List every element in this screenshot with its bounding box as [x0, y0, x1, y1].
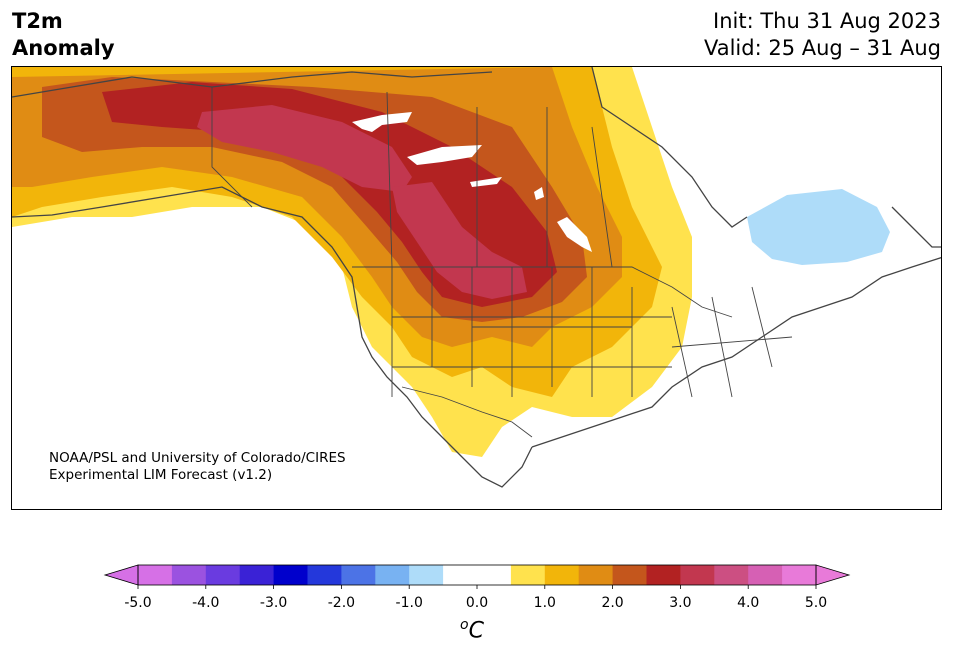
unit-label: oC — [460, 617, 484, 644]
colorbar-tick-label: 3.0 — [669, 595, 691, 611]
colorbar-bin — [273, 565, 308, 585]
title-line-1: T2m — [12, 9, 63, 33]
colorbar-tick-label: 5.0 — [805, 595, 827, 611]
colorbar-bin — [307, 565, 342, 585]
hudson-bay — [591, 67, 748, 228]
init-date: Init: Thu 31 Aug 2023 — [713, 9, 941, 33]
colorbar-bin — [443, 565, 478, 585]
colorbar-tick-label: 4.0 — [737, 595, 759, 611]
alaska-border — [211, 87, 253, 208]
lake-athabasca — [470, 177, 502, 187]
colorbar-bin — [782, 565, 817, 585]
colorbar-ticks: -5.0 -4.0 -3.0 -2.0 -1.0 0.0 1.0 2.0 3.0 4.0 5.0 — [124, 585, 827, 611]
colorbar-bin — [375, 565, 410, 585]
eastern-states — [671, 286, 793, 398]
valid-range: Valid: 25 Aug – 31 Aug — [703, 36, 941, 60]
colorbar-under-arrow — [103, 564, 139, 586]
map-title: T2m Anomaly — [12, 8, 115, 62]
colorbar-tick-label: -4.0 — [192, 595, 219, 611]
colorbar: -5.0 -4.0 -3.0 -2.0 -1.0 0.0 1.0 2.0 3.0 4.0 5.0 — [103, 564, 851, 611]
map-canvas — [12, 67, 941, 488]
colorbar-bin — [510, 565, 546, 585]
colorbar-bin — [138, 565, 173, 585]
data-credit: NOAA/PSL and University of Colorado/CIRE… — [49, 450, 346, 484]
title-line-2: Anomaly — [12, 36, 115, 60]
credit-line-2: Experimental LIM Forecast (v1.2) — [49, 467, 273, 483]
colorbar-tick-label: -3.0 — [260, 595, 287, 611]
west-coast — [12, 186, 533, 488]
coastlines — [12, 67, 941, 488]
arctic-coast — [12, 71, 493, 98]
credit-line-1: NOAA/PSL and University of Colorado/CIRE… — [49, 450, 346, 466]
colorbar-bin — [748, 565, 783, 585]
colorbar-tick-label: -5.0 — [124, 595, 151, 611]
colorbar-tick-label: -2.0 — [328, 595, 355, 611]
colorbar-bin — [341, 565, 376, 585]
anomaly-minus-0-5-region — [747, 189, 890, 265]
anomaly-plus-3-0-region-south — [392, 182, 527, 299]
colorbar-bin — [714, 565, 749, 585]
anomaly-map — [11, 66, 942, 510]
colorbar-bin — [205, 565, 241, 585]
province-lines — [386, 91, 613, 268]
colorbar-bin — [409, 565, 444, 585]
colorbar-bin — [171, 565, 207, 585]
colorbar-bin — [612, 565, 647, 585]
us-state-lines — [391, 267, 672, 397]
state-borders — [211, 87, 793, 438]
canada-us-border — [352, 266, 733, 318]
colorbar-tick-label: 2.0 — [601, 595, 623, 611]
colorbar-bin — [544, 565, 580, 585]
colorbar-bin — [578, 565, 614, 585]
great-slave-lake — [407, 145, 482, 165]
gulf-coast — [531, 256, 941, 448]
lake-winnipeg — [557, 217, 592, 252]
colorbar-tick-label: -1.0 — [396, 595, 423, 611]
colorbar-tick-label: 0.0 — [466, 595, 488, 611]
small-lake — [534, 187, 544, 200]
colorbar-bin — [239, 565, 275, 585]
colorbar-tick-label: 1.0 — [534, 595, 556, 611]
colorbar-bin — [477, 565, 512, 585]
great-bear-lake — [352, 112, 412, 132]
colorbar-bin — [646, 565, 681, 585]
mexico-border — [401, 386, 533, 438]
colorbar-bins — [138, 565, 817, 585]
forecast-dates: Init: Thu 31 Aug 2023 Valid: 25 Aug – 31… — [704, 8, 941, 62]
anomaly-plus-3-0-region — [197, 105, 412, 192]
colorbar-over-arrow — [815, 564, 851, 586]
colorbar-bin — [680, 565, 715, 585]
anomaly-fills — [12, 67, 890, 457]
labrador-coast — [891, 206, 941, 248]
